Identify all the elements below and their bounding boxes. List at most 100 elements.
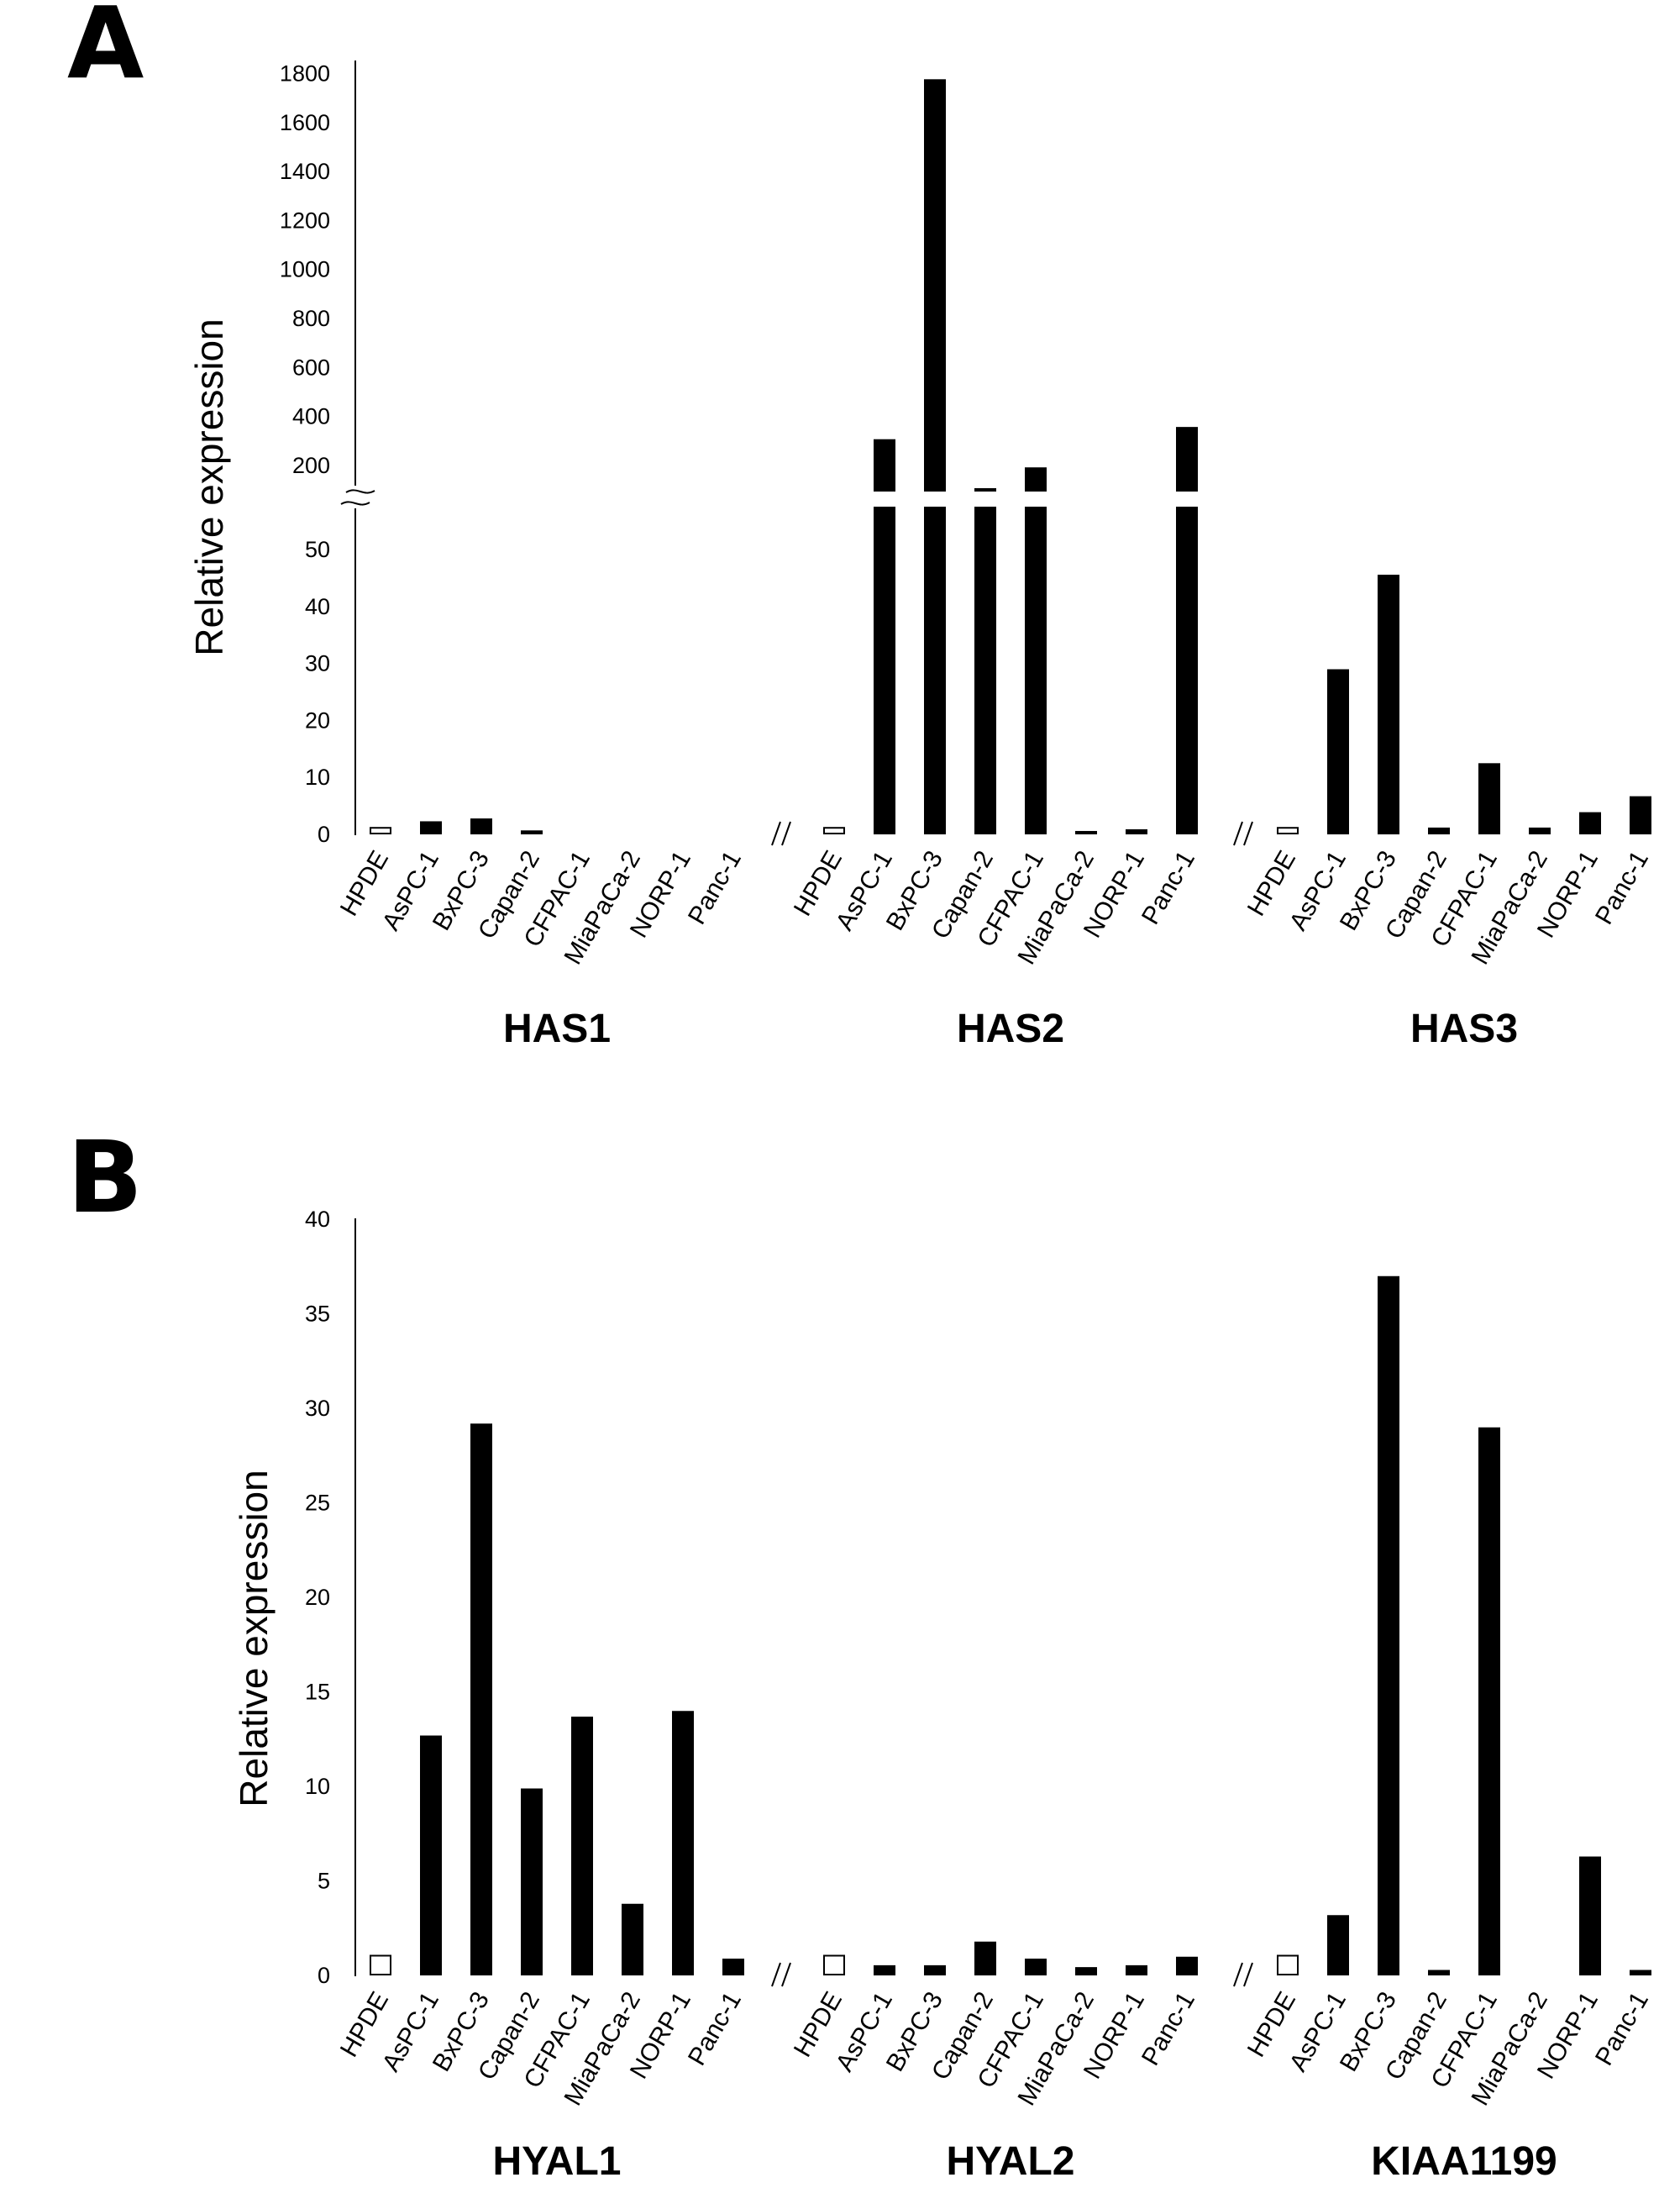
- panel-b-bar-hyal2-aspc-1: [874, 1964, 895, 1975]
- panel-b-bar-kiaa1199-cfpac-1: [1478, 1427, 1500, 1975]
- panel-b-bars: [370, 1275, 1651, 1975]
- panel-b-bar-hyal1-miapaca-2: [622, 1903, 643, 1975]
- panel-a-y-ticks: 0 10 20 30 40 50 200 400 600 800 1000 1200 1400 1600 1…: [280, 61, 330, 847]
- panel-a-bar-has2-capan-2-upper-segment: [974, 488, 996, 492]
- panel-a-bar-has1-aspc-1: [420, 821, 442, 835]
- panel-b-bar-hyal1-hpde: [370, 1954, 391, 1975]
- panel-a-group-label-has1: HAS1: [503, 1007, 611, 1051]
- panel-b-bar-hyal2-miapaca-2: [1075, 1967, 1097, 1975]
- panel-a-bar-has2-bxpc-3-upper-segment: [924, 79, 946, 492]
- panel-a-y-tick-label-40: 40: [305, 594, 330, 619]
- panel-a-y-tick-label-20: 20: [305, 707, 330, 733]
- panel-b-y-tick-label-20: 20: [305, 1585, 330, 1610]
- panel-b-bar-hyal2-capan-2: [974, 1941, 996, 1975]
- panel-a-bar-has2-capan-2-lower-segment: [974, 507, 996, 834]
- panel-a-bar-has2-panc-1-lower-segment: [1176, 507, 1198, 834]
- panel-b-y-ticks: 0 5 10 15 20 25 30 35 40: [305, 1207, 330, 1988]
- panel-b-bar-kiaa1199-capan-2: [1428, 1970, 1450, 1975]
- panel-a-bar-has3-norp-1: [1579, 812, 1601, 834]
- panel-a-group-separator-2: [1233, 821, 1253, 846]
- panel-b-bar-kiaa1199-panc-1: [1630, 1970, 1651, 1975]
- panel-b-y-tick-label-15: 15: [305, 1680, 330, 1705]
- panel-b-bar-hyal1-bxpc-3: [470, 1423, 492, 1975]
- panel-a-bar-has2-miapaca-2: [1075, 830, 1097, 835]
- panel-b-bar-hyal1-norp-1: [672, 1711, 694, 1975]
- panel-b-bar-hyal2-bxpc-3: [924, 1964, 946, 1975]
- panel-a-bar-has1-hpde: [370, 827, 391, 835]
- panel-a-axis-break-mark: [340, 489, 375, 506]
- panel-a-y-tick-label-30: 30: [305, 651, 330, 676]
- panel-a-bars: [370, 79, 1651, 835]
- panel-b-bar-hyal1-panc-1: [722, 1959, 744, 1975]
- panel-b-y-tick-label-30: 30: [305, 1396, 330, 1421]
- panel-a-y-tick-label-1200: 1200: [280, 208, 330, 233]
- panel-b-bar-hyal2-panc-1: [1176, 1956, 1198, 1975]
- panel-a-bar-has1-bxpc-3: [470, 818, 492, 834]
- panel-b-bar-kiaa1199-aspc-1: [1327, 1915, 1349, 1975]
- panel-a-bar-has2-cfpac-1-lower-segment: [1025, 507, 1047, 834]
- panel-a-group-labels: HAS1 HAS2 HAS3: [503, 1007, 1518, 1051]
- panel-b-category-labels: HPDEAsPC-1BxPC-3Capan-2CFPAC-1MiaPaCa-2N…: [335, 1962, 1654, 2110]
- panel-a-y-tick-label-10: 10: [305, 765, 330, 790]
- panel-a-bar-has1-capan-2: [521, 830, 543, 834]
- panel-b-bar-hyal1-aspc-1: [420, 1735, 442, 1975]
- panel-a-group-separator-1: [771, 821, 791, 846]
- panel-b-y-tick-label-0: 0: [318, 1963, 330, 1988]
- panel-b-y-tick-label-5: 5: [318, 1869, 330, 1894]
- panel-a-y-tick-label-200: 200: [292, 453, 330, 478]
- panel-b-y-tick-label-40: 40: [305, 1207, 330, 1232]
- panel-b-chart: B Relative expression 0 5 10 15 20 25 30 35 40 H…: [67, 1119, 1654, 2184]
- panel-b-bar-hyal1-cfpac-1: [571, 1717, 593, 1975]
- panel-b-group-label-hyal2: HYAL2: [947, 2139, 1075, 2184]
- panel-a-bar-has2-panc-1-upper-segment: [1176, 427, 1198, 492]
- panel-b-group-separator-2: [1233, 1962, 1253, 1987]
- panel-a-y-tick-label-1400: 1400: [280, 159, 330, 184]
- panel-a-bar-has3-panc-1: [1630, 796, 1651, 834]
- panel-a-group-label-has3: HAS3: [1410, 1007, 1518, 1051]
- panel-a-category-labels: HPDEAsPC-1BxPC-3Capan-2CFPAC-1MiaPaCa-2N…: [335, 821, 1654, 969]
- panel-b-bar-hyal2-cfpac-1: [1025, 1959, 1047, 1975]
- panel-a-bar-has3-miapaca-2: [1529, 827, 1551, 835]
- panel-b-bar-hyal2-norp-1: [1126, 1964, 1147, 1975]
- panel-a-bar-has2-norp-1: [1126, 828, 1147, 835]
- panel-b-letter: B: [67, 1119, 143, 1235]
- panel-b-group-label-hyal1: HYAL1: [493, 2139, 622, 2184]
- panel-a-y-tick-label-600: 600: [292, 355, 330, 380]
- panel-a-letter: A: [67, 0, 144, 101]
- panel-a-bar-has2-cfpac-1-upper-segment: [1025, 467, 1047, 492]
- panel-a-bar-has2-hpde: [823, 827, 845, 835]
- panel-b-y-axis-label: Relative expression: [232, 1470, 276, 1807]
- panel-a-y-axis-label: Relative expression: [187, 318, 231, 655]
- panel-a-y-tick-label-0: 0: [318, 822, 330, 847]
- panel-a-bar-has3-aspc-1: [1327, 669, 1349, 834]
- panel-b-bar-kiaa1199-norp-1: [1579, 1856, 1601, 1975]
- panel-a-group-label-has2: HAS2: [957, 1007, 1064, 1051]
- panel-b-axes: Relative expression: [232, 1218, 356, 1976]
- panel-a-y-tick-label-400: 400: [292, 404, 330, 429]
- panel-a-y-tick-label-1800: 1800: [280, 61, 330, 87]
- panel-b-bar-kiaa1199-hpde: [1277, 1954, 1299, 1975]
- panel-b-y-tick-label-35: 35: [305, 1302, 330, 1327]
- panel-a-bar-has2-aspc-1-upper-segment: [874, 439, 895, 492]
- panel-a-bar-has3-capan-2: [1428, 827, 1450, 835]
- panel-a-bar-has3-bxpc-3: [1378, 574, 1399, 834]
- panel-a-bar-has3-hpde: [1277, 827, 1299, 835]
- panel-a-chart: A Relative expression 0 10 20 30 40 50 200 400 6…: [67, 0, 1654, 1051]
- panel-a-y-tick-label-1600: 1600: [280, 110, 330, 135]
- panel-a-bar-has2-aspc-1-lower-segment: [874, 507, 895, 834]
- panel-a-y-tick-label-1000: 1000: [280, 257, 330, 282]
- panel-a-axes: Relative expression: [187, 60, 375, 835]
- panel-a-bar-has2-bxpc-3-lower-segment: [924, 507, 946, 834]
- panel-b-y-tick-label-10: 10: [305, 1774, 330, 1799]
- panel-b-group-separator-1: [771, 1962, 791, 1987]
- panel-b-group-label-kiaa1199: KIAA1199: [1371, 2139, 1557, 2184]
- panel-a-y-tick-label-800: 800: [292, 306, 330, 331]
- panel-b-bar-kiaa1199-bxpc-3: [1378, 1275, 1399, 1975]
- panel-a-y-tick-label-50: 50: [305, 537, 330, 562]
- panel-a-bar-has3-cfpac-1: [1478, 763, 1500, 834]
- panel-b-bar-hyal1-capan-2: [521, 1788, 543, 1975]
- panel-b-group-labels: HYAL1 HYAL2 KIAA1199: [493, 2139, 1557, 2184]
- panel-b-y-tick-label-25: 25: [305, 1491, 330, 1516]
- panel-b-bar-hyal2-hpde: [823, 1954, 845, 1975]
